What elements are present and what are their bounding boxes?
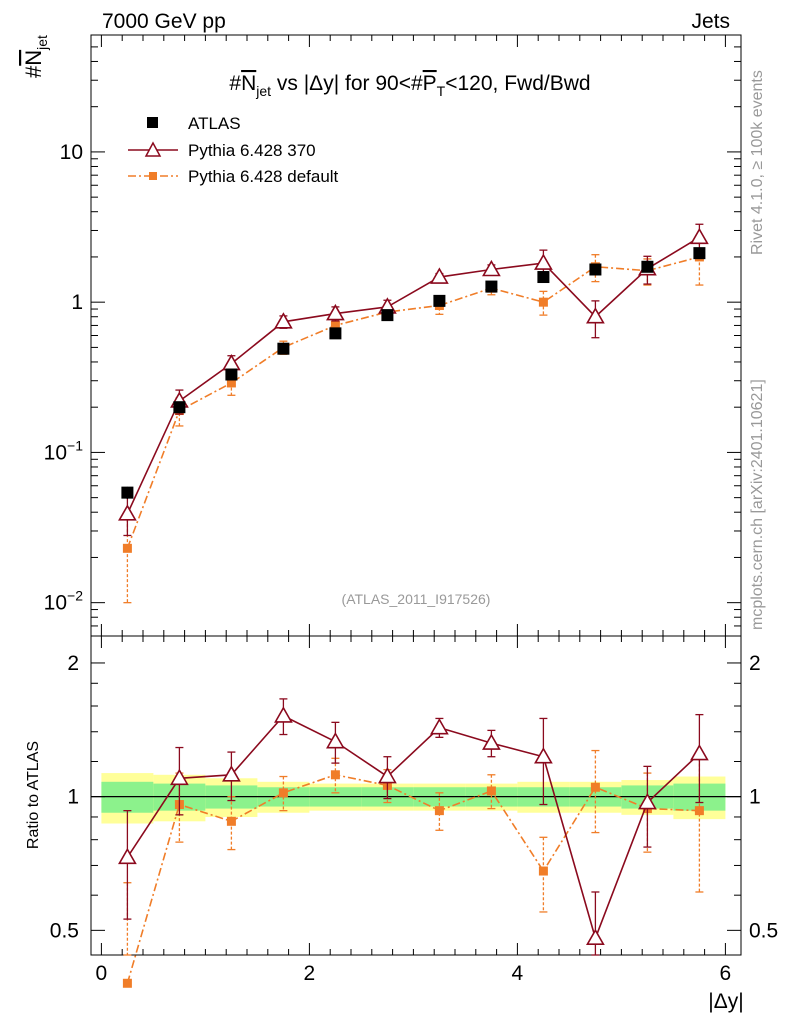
ratio-tick-label-right: 2 bbox=[749, 652, 761, 675]
ratio-pythia-370-point bbox=[534, 747, 553, 764]
atlas-data-point bbox=[589, 263, 602, 276]
pythia-370-point bbox=[118, 504, 137, 521]
ratio-pythia-default-point bbox=[330, 770, 340, 780]
ratio-pythia-default-line bbox=[126, 773, 700, 984]
series-layer bbox=[118, 223, 709, 988]
ratio-pythia-370-point bbox=[690, 743, 709, 761]
pythia-default-point bbox=[122, 543, 132, 553]
ratio-tick-label-left: 0.5 bbox=[50, 919, 79, 942]
atlas-data-point bbox=[173, 401, 186, 414]
ratio-pythia-default-point bbox=[694, 806, 704, 816]
mcplots-reference-label: mcplots.cern.ch [arXiv:2401.10621] bbox=[749, 379, 766, 630]
legend: ATLAS Pythia 6.428 370 Pythia 6.428 defa… bbox=[128, 114, 339, 186]
header-energy: 7000 GeV pp bbox=[102, 10, 226, 33]
legend-marker-atlas bbox=[147, 117, 158, 128]
pythia-370-point bbox=[430, 267, 449, 284]
analysis-watermark: (ATLAS_2011_I917526) bbox=[342, 591, 491, 607]
y-tick-label: 10−2 bbox=[44, 588, 84, 615]
atlas-data-point bbox=[121, 486, 134, 499]
legend-marker-pythia-default bbox=[149, 172, 157, 180]
x-tick-label: 6 bbox=[720, 962, 732, 985]
atlas-data-point bbox=[485, 280, 498, 293]
axes: 0 2 4 6 10−2 10−1 1 10 0.5 0.5 1 1 2 2 bbox=[44, 34, 778, 985]
ratio-panel-frame bbox=[90, 635, 742, 956]
x-axis-label: |Δy| bbox=[708, 990, 743, 1013]
atlas-data-point bbox=[641, 260, 654, 273]
ratio-tick-label-left: 2 bbox=[67, 652, 79, 675]
pythia-370-point bbox=[586, 307, 605, 324]
ratio-pythia-370-point bbox=[378, 766, 397, 784]
atlas-data-point bbox=[277, 342, 290, 355]
ratio-pythia-default-point bbox=[590, 782, 600, 792]
y-tick-label: 1 bbox=[71, 291, 83, 314]
y-axis-label: #Njet bbox=[21, 35, 50, 78]
legend-label-pythia-default: Pythia 6.428 default bbox=[188, 167, 339, 186]
ratio-tick-label-right: 1 bbox=[749, 786, 761, 809]
legend-label-atlas: ATLAS bbox=[188, 114, 241, 133]
pythia-default-point bbox=[226, 378, 236, 388]
rivet-version-label: Rivet 4.1.0, ≥ 100k events bbox=[749, 70, 766, 255]
ratio-band-inner bbox=[101, 781, 154, 813]
atlas-data-point bbox=[225, 368, 238, 381]
plot-title: #Njet vs |Δy| for 90<#PT<120, Fwd/Bwd bbox=[229, 72, 590, 99]
pythia-370-point bbox=[326, 303, 345, 321]
pythia-default-point bbox=[538, 297, 548, 307]
ratio-pythia-370-point bbox=[118, 847, 137, 865]
x-tick-label: 2 bbox=[304, 962, 316, 985]
ratio-axis-label: Ratio to ATLAS bbox=[25, 741, 42, 849]
pythia-default-point bbox=[330, 320, 340, 330]
y-tick-label: 10−1 bbox=[44, 437, 84, 464]
pythia-370-point bbox=[482, 259, 501, 277]
ratio-uncertainty-bands bbox=[91, 773, 741, 824]
ratio-pythia-370-point bbox=[326, 732, 345, 749]
ratio-pythia-default-point bbox=[434, 806, 444, 816]
atlas-data-point bbox=[381, 309, 394, 322]
y-tick-label: 10 bbox=[60, 141, 83, 164]
pythia-370-series bbox=[118, 223, 709, 537]
ratio-pythia-370-point bbox=[274, 706, 293, 723]
ratio-pythia-370-line bbox=[126, 714, 700, 941]
ratio-pythia-default-point bbox=[122, 978, 132, 988]
ratio-tick-label-right: 0.5 bbox=[749, 919, 778, 942]
ratio-pythia-370-point bbox=[222, 765, 241, 782]
x-tick-label: 0 bbox=[96, 962, 108, 985]
ratio-pythia-370-point bbox=[482, 733, 501, 750]
ratio-pythia-370-series bbox=[118, 698, 709, 956]
ratio-pythia-370-point bbox=[430, 718, 449, 735]
atlas-data-point bbox=[433, 294, 446, 307]
pythia-370-point bbox=[274, 312, 293, 329]
title-overlined-n: N bbox=[241, 72, 256, 95]
pythia-370-point bbox=[222, 353, 241, 371]
header-process: Jets bbox=[691, 10, 730, 33]
ratio-pythia-370-point bbox=[638, 792, 657, 810]
ratio-tick-label-left: 1 bbox=[67, 786, 79, 809]
x-tick-label: 4 bbox=[512, 962, 524, 985]
atlas-data-point bbox=[693, 247, 706, 260]
pythia-370-point bbox=[534, 253, 553, 270]
legend-marker-pythia-370 bbox=[144, 141, 162, 157]
ratio-pythia-default-point bbox=[226, 816, 236, 826]
pythia-default-line bbox=[126, 256, 700, 549]
ratio-pythia-default-point bbox=[278, 788, 288, 798]
ratio-pythia-default-point bbox=[486, 786, 496, 796]
pythia-370-line bbox=[126, 236, 700, 515]
ratio-pythia-default-point bbox=[538, 866, 548, 876]
atlas-data-point bbox=[537, 271, 550, 284]
pythia-370-point bbox=[690, 227, 709, 245]
legend-label-pythia-370: Pythia 6.428 370 bbox=[188, 141, 316, 160]
ratio-pythia-370-point bbox=[170, 768, 189, 786]
atlas-data-point bbox=[329, 327, 342, 340]
atlas-data-series bbox=[121, 247, 706, 499]
ratio-pythia-370-point bbox=[586, 928, 605, 946]
